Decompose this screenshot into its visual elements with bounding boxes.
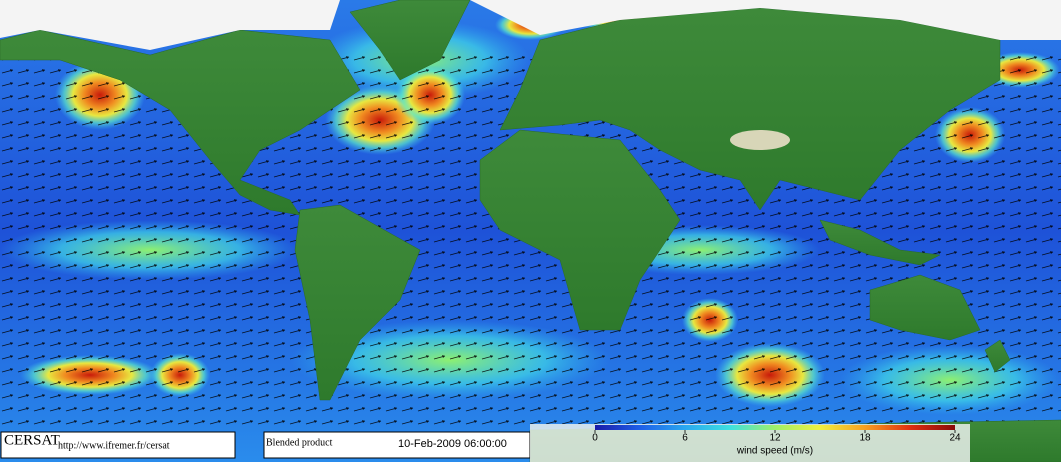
colorbar-tick-label: 0 [592, 433, 598, 444]
colorbar-tick-label: 12 [769, 433, 781, 444]
colorbar-label: wind speed (m/s) [736, 446, 813, 457]
timestamp: 10-Feb-2009 06:00:00 [398, 438, 507, 450]
colorbar-scale [595, 425, 955, 430]
ice [0, 0, 1061, 150]
colorbar-tick-label: 6 [682, 433, 688, 444]
info-bar: CERSAT http://www.ifremer.fr/cersat Blen… [0, 431, 531, 459]
product: Blended product [266, 437, 333, 448]
colorbar: wind speed (m/s) 0 6 12 18 24 [530, 424, 970, 462]
colorbar-tick-label: 24 [949, 433, 961, 444]
logo: CERSAT [4, 432, 60, 448]
logo-box [0, 431, 236, 459]
colorbar-tick-label: 18 [859, 433, 871, 444]
colorbar-background [530, 424, 970, 462]
url: http://www.ifremer.fr/cersat [58, 440, 170, 451]
